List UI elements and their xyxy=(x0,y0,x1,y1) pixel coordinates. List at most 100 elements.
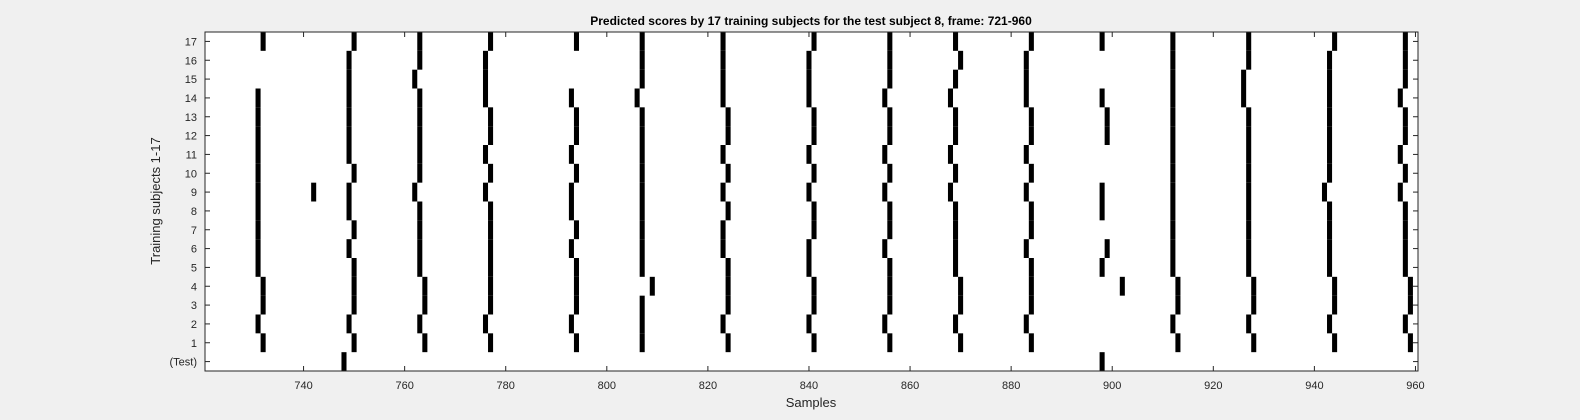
score-mark xyxy=(720,182,726,202)
score-mark xyxy=(1104,107,1110,127)
score-mark xyxy=(482,145,489,164)
score-mark xyxy=(887,201,893,221)
score-mark xyxy=(482,88,489,108)
score-mark xyxy=(255,107,261,127)
score-mark xyxy=(573,163,579,183)
score-mark xyxy=(417,50,423,70)
score-mark xyxy=(639,145,645,164)
score-mark xyxy=(482,50,489,70)
score-mark xyxy=(811,163,817,183)
score-mark xyxy=(1104,126,1110,145)
score-mark xyxy=(806,239,812,258)
score-mark xyxy=(720,239,726,258)
score-mark xyxy=(422,333,428,353)
score-mark xyxy=(255,88,261,108)
score-mark xyxy=(1397,145,1403,164)
y-tick-label: 3 xyxy=(191,300,197,312)
score-mark xyxy=(806,182,812,202)
score-mark xyxy=(882,88,888,108)
score-mark xyxy=(1327,220,1333,240)
score-mark xyxy=(1028,201,1034,221)
score-mark xyxy=(1251,333,1257,353)
x-tick-label: 920 xyxy=(1204,380,1222,392)
score-mark xyxy=(1407,276,1413,296)
score-mark xyxy=(947,182,954,202)
score-mark xyxy=(346,182,352,202)
score-mark xyxy=(341,352,347,371)
score-mark xyxy=(953,201,959,221)
x-tick-label: 800 xyxy=(598,380,616,392)
score-mark xyxy=(488,239,494,258)
score-mark xyxy=(811,333,817,353)
score-mark xyxy=(255,145,261,164)
score-mark xyxy=(1402,201,1408,221)
score-mark xyxy=(1332,276,1338,296)
score-mark xyxy=(573,32,579,51)
score-mark xyxy=(1170,239,1176,258)
score-mark xyxy=(887,126,893,145)
score-mark xyxy=(1170,32,1176,51)
score-mark xyxy=(882,145,888,164)
score-mark xyxy=(1028,258,1034,277)
score-mark xyxy=(811,295,817,315)
score-mark xyxy=(417,201,423,221)
score-mark xyxy=(953,239,959,258)
score-mark xyxy=(811,220,817,240)
score-mark xyxy=(725,258,731,277)
score-mark xyxy=(720,50,726,70)
score-mark xyxy=(417,88,423,108)
score-mark xyxy=(417,258,423,277)
score-mark xyxy=(573,295,579,315)
score-mark xyxy=(1327,50,1333,70)
score-mark xyxy=(573,107,579,127)
score-mark xyxy=(488,333,494,353)
score-mark xyxy=(639,126,645,145)
score-mark xyxy=(806,50,812,70)
score-mark xyxy=(1397,88,1403,108)
score-mark xyxy=(417,145,423,164)
score-mark xyxy=(639,201,645,221)
score-mark xyxy=(887,295,893,315)
score-mark xyxy=(1170,163,1176,183)
score-mark xyxy=(806,88,812,108)
x-tick-label: 960 xyxy=(1406,380,1424,392)
score-mark xyxy=(1251,276,1257,296)
score-mark xyxy=(573,258,579,277)
score-mark xyxy=(1104,239,1110,258)
score-mark xyxy=(351,333,357,353)
score-mark xyxy=(1327,239,1333,258)
score-mark xyxy=(255,239,261,258)
score-mark xyxy=(488,220,494,240)
y-tick-label: 2 xyxy=(191,319,197,331)
y-tick-label: 14 xyxy=(185,93,197,105)
score-mark xyxy=(1170,69,1176,89)
score-mark xyxy=(720,88,726,108)
score-mark xyxy=(346,107,352,127)
score-mark xyxy=(255,163,261,183)
score-mark xyxy=(1402,220,1408,240)
score-mark xyxy=(958,333,964,353)
score-mark xyxy=(1028,220,1034,240)
score-mark xyxy=(649,276,655,296)
score-mark xyxy=(422,276,428,296)
score-mark xyxy=(887,163,893,183)
score-mark xyxy=(1332,333,1338,353)
score-mark xyxy=(720,314,726,334)
score-mark xyxy=(1028,32,1034,51)
score-mark xyxy=(887,69,893,89)
score-mark xyxy=(482,69,489,89)
x-axis-label: Samples xyxy=(786,395,837,410)
score-mark xyxy=(725,107,731,127)
x-tick-label: 740 xyxy=(294,380,312,392)
x-tick-label: 760 xyxy=(395,380,413,392)
score-mark xyxy=(811,107,817,127)
score-mark xyxy=(412,69,418,89)
score-mark xyxy=(1099,352,1105,371)
score-mark xyxy=(260,276,266,296)
score-mark xyxy=(1170,314,1176,334)
score-mark xyxy=(1321,182,1328,202)
score-mark xyxy=(887,32,893,51)
y-tick-label: 12 xyxy=(185,131,197,143)
score-mark xyxy=(346,126,352,145)
